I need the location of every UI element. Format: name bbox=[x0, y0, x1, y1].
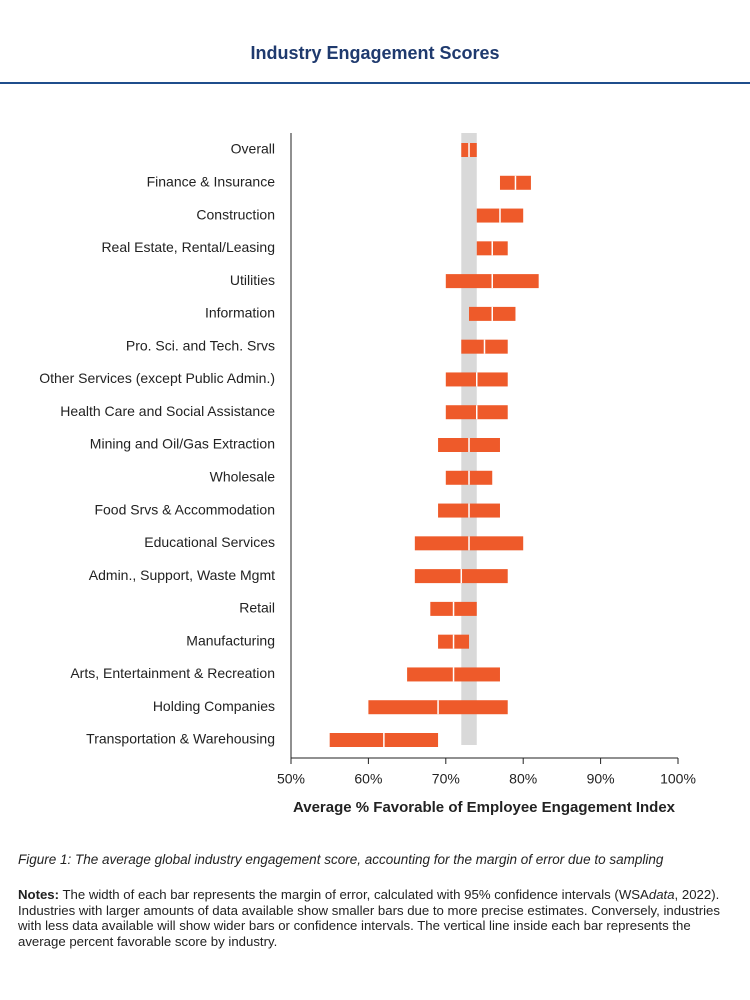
category-label: Admin., Support, Waste Mgmt bbox=[89, 567, 275, 583]
category-label: Construction bbox=[196, 206, 275, 222]
category-label: Wholesale bbox=[210, 468, 276, 484]
notes: Notes: The width of each bar represents … bbox=[18, 887, 730, 949]
category-label: Retail bbox=[239, 600, 275, 616]
x-tick-label: 60% bbox=[354, 771, 382, 787]
caption: Figure 1: The average global industry en… bbox=[18, 852, 664, 867]
category-label: Health Care and Social Assistance bbox=[60, 403, 275, 419]
x-tick-label: 80% bbox=[509, 771, 537, 787]
category-label: Finance & Insurance bbox=[147, 173, 276, 189]
category-label: Information bbox=[205, 305, 275, 321]
notes-text: , 2022). Industries with larger amounts … bbox=[18, 887, 720, 949]
category-label: Utilities bbox=[230, 272, 275, 288]
category-label: Mining and Oil/Gas Extraction bbox=[90, 436, 275, 452]
x-axis-label: Average % Favorable of Employee Engageme… bbox=[293, 799, 676, 816]
notes-text: The width of each bar represents the mar… bbox=[59, 887, 649, 902]
x-tick-label: 90% bbox=[587, 771, 615, 787]
x-tick-label: 70% bbox=[432, 771, 460, 787]
category-label: Manufacturing bbox=[186, 632, 275, 648]
category-label: Transportation & Warehousing bbox=[86, 731, 275, 747]
category-label: Real Estate, Rental/Leasing bbox=[101, 239, 275, 255]
chart: Industry Engagement Scores Average % Fav… bbox=[0, 43, 750, 816]
category-label: Other Services (except Public Admin.) bbox=[39, 370, 275, 386]
category-label: Pro. Sci. and Tech. Srvs bbox=[126, 337, 275, 353]
category-label: Holding Companies bbox=[153, 698, 275, 714]
notes-label: Notes: bbox=[18, 887, 60, 902]
category-label: Arts, Entertainment & Recreation bbox=[70, 665, 275, 681]
category-label: Educational Services bbox=[144, 534, 275, 550]
x-tick-label: 50% bbox=[277, 771, 305, 787]
page-title: Industry Engagement Scores bbox=[250, 43, 499, 63]
x-tick-label: 100% bbox=[660, 771, 696, 787]
notes-italic: data bbox=[648, 887, 675, 902]
category-label: Food Srvs & Accommodation bbox=[94, 501, 275, 517]
category-label: Overall bbox=[231, 141, 275, 157]
